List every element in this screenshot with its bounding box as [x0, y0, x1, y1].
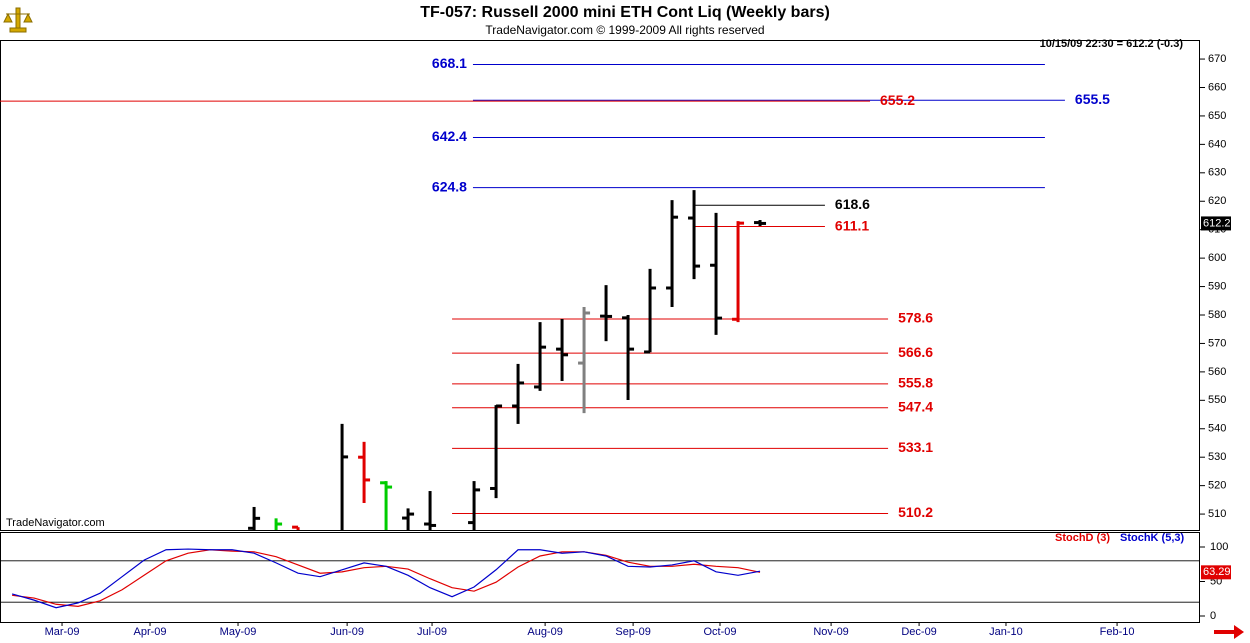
- legend-entry: StochD (3): [1055, 532, 1110, 544]
- y-tick-label: 670: [1208, 53, 1226, 65]
- y-tick-label: 560: [1208, 366, 1226, 378]
- stoch-plot: [0, 548, 1200, 609]
- scroll-arrow[interactable]: [1214, 625, 1244, 639]
- last-value-box: [1201, 216, 1231, 231]
- level-label: 510.2: [898, 504, 933, 520]
- level-label: 655.5: [1075, 91, 1110, 107]
- level-label: 668.1: [432, 55, 467, 71]
- level-label: 555.8: [898, 375, 933, 391]
- x-tick-label: Sep-09: [615, 626, 650, 638]
- x-tick-label: Mar-09: [45, 626, 80, 638]
- y-tick-label: 620: [1208, 195, 1226, 207]
- x-tick-label: May-09: [220, 626, 257, 638]
- x-tick-label: Dec-09: [901, 626, 936, 638]
- price-panel-frame: [0, 40, 1200, 531]
- y-tick-label: 100: [1210, 541, 1228, 553]
- x-tick-label: Jun-09: [330, 626, 364, 638]
- y-tick-label: 650: [1208, 110, 1226, 122]
- level-label: 618.6: [835, 196, 870, 212]
- x-tick-label: Nov-09: [813, 626, 848, 638]
- legend-entry: StochK (5,3): [1120, 532, 1185, 544]
- y-tick-label: 520: [1208, 480, 1226, 492]
- x-tick-label: Aug-09: [527, 626, 562, 638]
- header-note: 10/15/09 22:30 = 612.2 (-0.3): [1040, 38, 1184, 50]
- y-tick-label: 510: [1208, 508, 1226, 520]
- level-label: 624.8: [432, 178, 467, 194]
- level-label: 547.4: [898, 398, 933, 414]
- level-label: 533.1: [898, 439, 933, 455]
- stoch-panel-frame: [0, 532, 1200, 623]
- level-label: 655.2: [880, 92, 915, 108]
- watermark: TradeNavigator.com: [6, 517, 105, 529]
- app-icon: [3, 7, 33, 33]
- y-tick-label: 590: [1208, 280, 1226, 292]
- y-tick-label: 570: [1208, 337, 1226, 349]
- y-tick-label: 580: [1208, 309, 1226, 321]
- x-tick-label: Apr-09: [134, 626, 167, 638]
- level-label: 642.4: [432, 128, 467, 144]
- chart-subtitle: TradeNavigator.com © 1999-2009 All right…: [485, 23, 764, 37]
- level-label: 578.6: [898, 310, 933, 326]
- x-tick-label: Jan-10: [989, 626, 1023, 638]
- chart-title: TF-057: Russell 2000 mini ETH Cont Liq (…: [420, 4, 830, 21]
- stoch-line: [11, 548, 761, 609]
- last-value-box: [1201, 565, 1231, 580]
- axes: 5105205305405505605705805906006106206306…: [45, 53, 1231, 638]
- x-tick-label: Jul-09: [417, 626, 447, 638]
- price-plot: [0, 63, 1065, 530]
- x-tick-label: Feb-10: [1100, 626, 1135, 638]
- y-tick-label: 600: [1208, 252, 1226, 264]
- y-tick-label: 640: [1208, 138, 1226, 150]
- level-label: 611.1: [835, 217, 869, 233]
- y-tick-label: 0: [1210, 610, 1216, 622]
- y-tick-label: 630: [1208, 167, 1226, 179]
- x-tick-label: Oct-09: [703, 626, 736, 638]
- last-value-label: 612.2: [1203, 217, 1231, 229]
- y-tick-label: 530: [1208, 451, 1226, 463]
- last-value-label: 63.29: [1203, 566, 1231, 578]
- y-tick-label: 660: [1208, 81, 1226, 93]
- level-label: 566.6: [898, 344, 933, 360]
- y-tick-label: 550: [1208, 394, 1226, 406]
- y-tick-label: 540: [1208, 423, 1226, 435]
